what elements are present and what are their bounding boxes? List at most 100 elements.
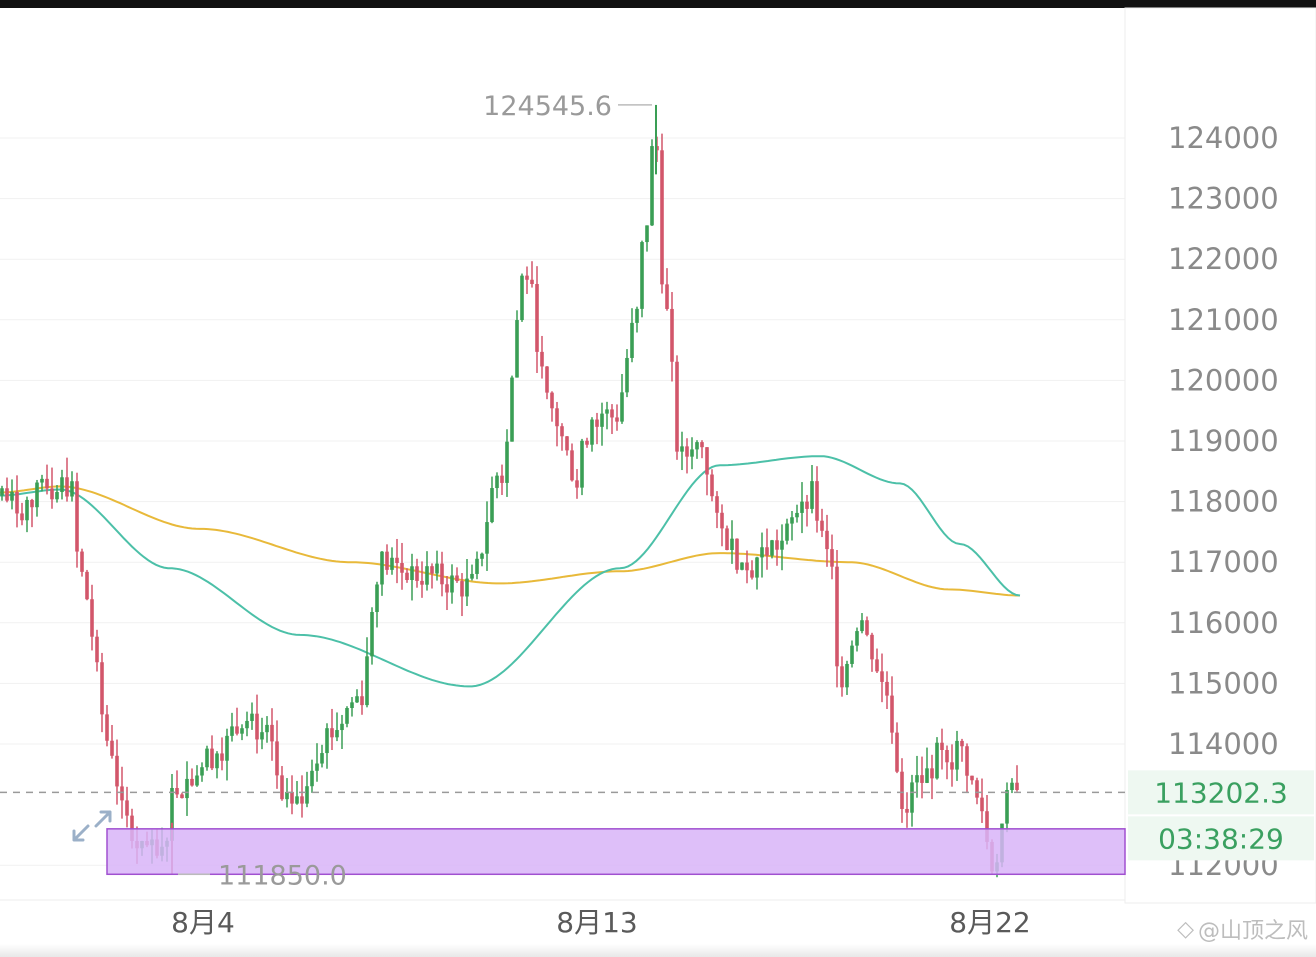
expand-icon[interactable]	[72, 810, 112, 842]
candle-body	[95, 636, 99, 663]
candle-body	[580, 440, 584, 488]
candle-body	[950, 762, 954, 770]
candle-body	[495, 475, 499, 489]
high-marker-label: 124545.6	[483, 91, 612, 122]
grid-lines	[0, 137, 1125, 901]
candle-body	[105, 714, 109, 741]
candle-body	[550, 392, 554, 409]
candle-body	[35, 482, 39, 508]
candle-body	[25, 499, 29, 521]
low-marker-label: 111850.0	[218, 860, 347, 891]
candle-body	[380, 551, 384, 585]
candle-body	[545, 366, 549, 393]
candle-body	[940, 742, 944, 750]
candle-body	[635, 308, 639, 323]
candle-body	[490, 488, 494, 523]
candle-body	[20, 513, 24, 521]
candle-body	[925, 768, 929, 783]
candle-body	[605, 409, 609, 414]
candle-body	[215, 753, 219, 769]
candle-body	[955, 740, 959, 770]
candle-body	[425, 566, 429, 585]
candle-body	[760, 547, 764, 558]
candle-body	[285, 791, 289, 800]
candle-body	[790, 517, 794, 524]
candle-body	[590, 419, 594, 445]
candle-body	[90, 599, 94, 637]
candle-body	[945, 749, 949, 763]
candle-body	[520, 275, 524, 321]
candle-body	[480, 553, 484, 559]
candle-body	[315, 763, 319, 771]
candle-body	[430, 566, 434, 574]
right-axis-panel	[1124, 7, 1316, 904]
candle-body	[465, 578, 469, 597]
candle-body	[775, 540, 779, 550]
candle-body	[15, 491, 19, 514]
candle-body	[100, 662, 104, 715]
candle-body	[705, 447, 709, 475]
candle-body	[710, 474, 714, 497]
candle-body	[305, 786, 309, 804]
candle-body	[0, 488, 4, 496]
candle-body	[85, 571, 89, 600]
candle-body	[745, 562, 749, 571]
candle-body	[740, 562, 744, 570]
x-axis: 8月4 8月13 8月22	[171, 906, 1031, 939]
candle-body	[190, 778, 194, 786]
candle-body	[815, 481, 819, 521]
support-zone	[0, 791, 1126, 876]
y-tick-label: 122000	[1168, 242, 1279, 276]
candle-body	[345, 708, 349, 724]
candle-body	[765, 547, 769, 556]
candle-body	[310, 770, 314, 787]
candle-body	[560, 426, 564, 437]
candle-body	[895, 732, 899, 772]
candle-body	[485, 522, 489, 554]
x-tick-label: 8月13	[556, 906, 637, 939]
candle-body	[675, 361, 679, 452]
candle-body	[555, 408, 559, 427]
candle-body	[5, 488, 9, 501]
y-tick-label: 121000	[1168, 303, 1279, 337]
y-tick-label: 120000	[1168, 363, 1279, 397]
candle-body	[750, 570, 754, 578]
candle-body	[785, 523, 789, 541]
candle-body	[515, 320, 519, 378]
candlesticks	[0, 104, 1019, 878]
candle-body	[350, 702, 354, 709]
y-tick-label: 118000	[1168, 485, 1279, 519]
candle-body	[65, 477, 69, 497]
y-tick-label: 119000	[1168, 424, 1279, 458]
candle-body	[845, 663, 849, 688]
candle-body	[585, 440, 589, 445]
candle-body	[245, 720, 249, 729]
candle-body	[700, 442, 704, 448]
candle-body	[965, 746, 969, 776]
candle-body	[535, 284, 539, 352]
candle-body	[260, 732, 264, 740]
candle-body	[290, 791, 294, 804]
candle-body	[110, 740, 114, 756]
candle-body	[230, 726, 234, 736]
candle-body	[855, 631, 859, 646]
x-tick-label: 8月4	[171, 906, 235, 939]
candle-body	[620, 392, 624, 422]
extreme-markers: 124545.6 111850.0	[178, 91, 652, 891]
candle-body	[335, 730, 339, 738]
candle-body	[900, 771, 904, 809]
candle-body	[225, 735, 229, 761]
candle-body	[500, 475, 504, 483]
candle-body	[625, 357, 629, 393]
candle-body	[355, 696, 359, 703]
candle-body	[755, 557, 759, 578]
candle-body	[595, 419, 599, 427]
moving-averages	[0, 455, 1021, 688]
candle-body	[435, 563, 439, 574]
candle-body	[840, 666, 844, 688]
candle-body	[650, 146, 654, 226]
candle-body	[390, 557, 394, 570]
candle-body	[795, 512, 799, 518]
candle-body	[685, 446, 689, 457]
